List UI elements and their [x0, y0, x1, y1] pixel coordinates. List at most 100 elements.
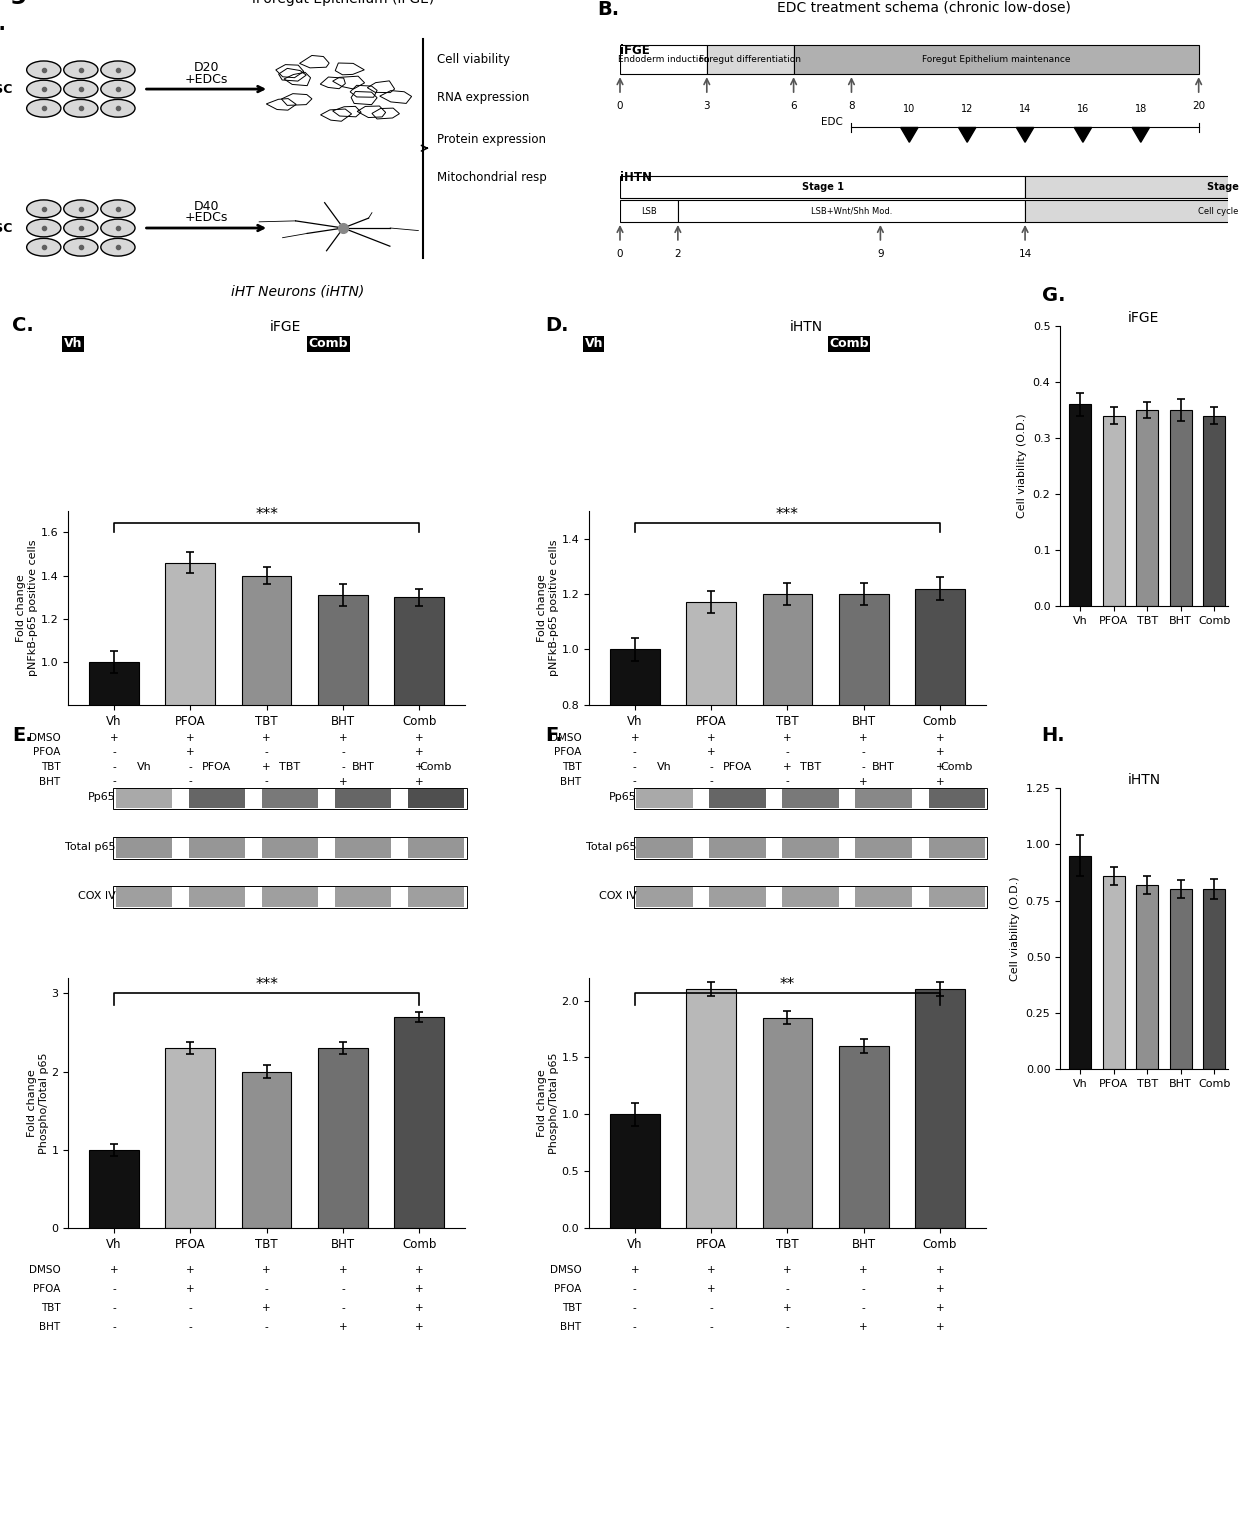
Text: COX IV: COX IV — [78, 891, 115, 901]
FancyBboxPatch shape — [188, 788, 246, 808]
FancyBboxPatch shape — [678, 200, 1025, 223]
Bar — [394, 1017, 444, 1228]
Text: -: - — [188, 1322, 192, 1331]
Polygon shape — [1132, 127, 1149, 143]
Text: Mitochondrial resp: Mitochondrial resp — [438, 171, 547, 185]
Circle shape — [27, 80, 61, 99]
Text: iHT Neurons (iHTN): iHT Neurons (iHTN) — [231, 285, 365, 299]
Bar — [1069, 405, 1091, 606]
FancyBboxPatch shape — [620, 176, 1025, 199]
FancyBboxPatch shape — [782, 788, 839, 808]
Title: iHTN: iHTN — [790, 320, 822, 334]
FancyBboxPatch shape — [856, 788, 913, 808]
FancyBboxPatch shape — [620, 44, 707, 74]
Circle shape — [100, 100, 135, 117]
Text: iFGE: iFGE — [620, 44, 650, 58]
Text: PFOA: PFOA — [554, 1284, 582, 1295]
Text: -: - — [709, 1322, 713, 1331]
FancyBboxPatch shape — [115, 887, 172, 907]
FancyBboxPatch shape — [929, 788, 985, 808]
FancyBboxPatch shape — [709, 887, 766, 907]
Bar — [1203, 890, 1225, 1069]
FancyBboxPatch shape — [709, 788, 766, 808]
Circle shape — [100, 220, 135, 236]
Text: +: + — [859, 1266, 868, 1275]
Text: -: - — [341, 1284, 345, 1295]
Y-axis label: Fold change
pNFkB-p65 positive cells: Fold change pNFkB-p65 positive cells — [537, 540, 559, 676]
Bar — [242, 1072, 291, 1228]
Bar — [165, 562, 215, 878]
FancyBboxPatch shape — [335, 788, 392, 808]
Bar — [610, 649, 660, 926]
Circle shape — [100, 80, 135, 99]
Y-axis label: Cell viability (O.D.): Cell viability (O.D.) — [1011, 876, 1021, 981]
Text: -: - — [632, 1284, 636, 1295]
Text: EDC treatment schema (chronic low-dose): EDC treatment schema (chronic low-dose) — [777, 0, 1070, 14]
Bar — [165, 1048, 215, 1228]
Text: -: - — [188, 776, 192, 787]
Polygon shape — [959, 127, 976, 143]
Bar — [1169, 409, 1192, 606]
Text: +: + — [936, 747, 945, 758]
Text: BHT: BHT — [40, 776, 61, 787]
Text: Stage 1: Stage 1 — [801, 182, 843, 193]
Text: +: + — [784, 1266, 791, 1275]
FancyBboxPatch shape — [335, 887, 392, 907]
Bar — [1102, 876, 1125, 1069]
FancyBboxPatch shape — [115, 788, 172, 808]
Circle shape — [100, 61, 135, 79]
Text: -: - — [785, 1284, 790, 1295]
Circle shape — [63, 238, 98, 256]
Text: 9: 9 — [877, 249, 884, 259]
Text: TBT: TBT — [41, 1304, 61, 1313]
FancyBboxPatch shape — [856, 838, 913, 858]
FancyBboxPatch shape — [929, 887, 985, 907]
Text: PFOA: PFOA — [554, 747, 582, 758]
Polygon shape — [900, 127, 918, 143]
Text: +: + — [630, 1266, 639, 1275]
FancyBboxPatch shape — [188, 838, 246, 858]
FancyBboxPatch shape — [782, 838, 839, 858]
Text: +: + — [936, 1304, 945, 1313]
Text: 10: 10 — [903, 105, 915, 114]
Text: PFOA: PFOA — [723, 763, 753, 772]
Bar — [1102, 415, 1125, 606]
Text: +: + — [339, 732, 347, 743]
Text: Vh: Vh — [584, 338, 603, 350]
Text: D.: D. — [546, 317, 569, 335]
Bar — [839, 1046, 889, 1228]
Text: -: - — [785, 747, 790, 758]
Text: +: + — [936, 1266, 945, 1275]
Text: C.: C. — [12, 317, 35, 335]
Text: +EDCs: +EDCs — [185, 73, 228, 86]
Text: -: - — [709, 776, 713, 787]
Text: 0: 0 — [616, 102, 624, 111]
FancyBboxPatch shape — [636, 788, 693, 808]
Text: RNA expression: RNA expression — [438, 91, 529, 105]
Circle shape — [63, 100, 98, 117]
FancyBboxPatch shape — [856, 887, 913, 907]
FancyBboxPatch shape — [636, 887, 693, 907]
Title: iHTN: iHTN — [1127, 773, 1161, 787]
Title: iFGE: iFGE — [1128, 311, 1159, 324]
Text: +: + — [630, 732, 639, 743]
Circle shape — [100, 200, 135, 218]
Text: +: + — [186, 1284, 195, 1295]
Text: Cell cycle exit: Cell cycle exit — [1198, 206, 1240, 215]
Text: 8: 8 — [848, 102, 854, 111]
Text: BHT: BHT — [560, 776, 582, 787]
Text: -: - — [264, 747, 269, 758]
Text: -: - — [112, 1284, 115, 1295]
Text: -: - — [862, 1284, 866, 1295]
Text: +: + — [707, 732, 715, 743]
Y-axis label: Fold change
Phospho/Total p65: Fold change Phospho/Total p65 — [27, 1052, 48, 1154]
Circle shape — [63, 200, 98, 218]
Text: 14: 14 — [1018, 249, 1032, 259]
Text: -: - — [341, 747, 345, 758]
FancyBboxPatch shape — [262, 838, 319, 858]
Text: E.: E. — [12, 726, 33, 744]
Text: F.: F. — [546, 726, 563, 744]
Bar — [839, 594, 889, 926]
Text: TBT: TBT — [279, 763, 300, 772]
Text: **: ** — [780, 976, 795, 991]
